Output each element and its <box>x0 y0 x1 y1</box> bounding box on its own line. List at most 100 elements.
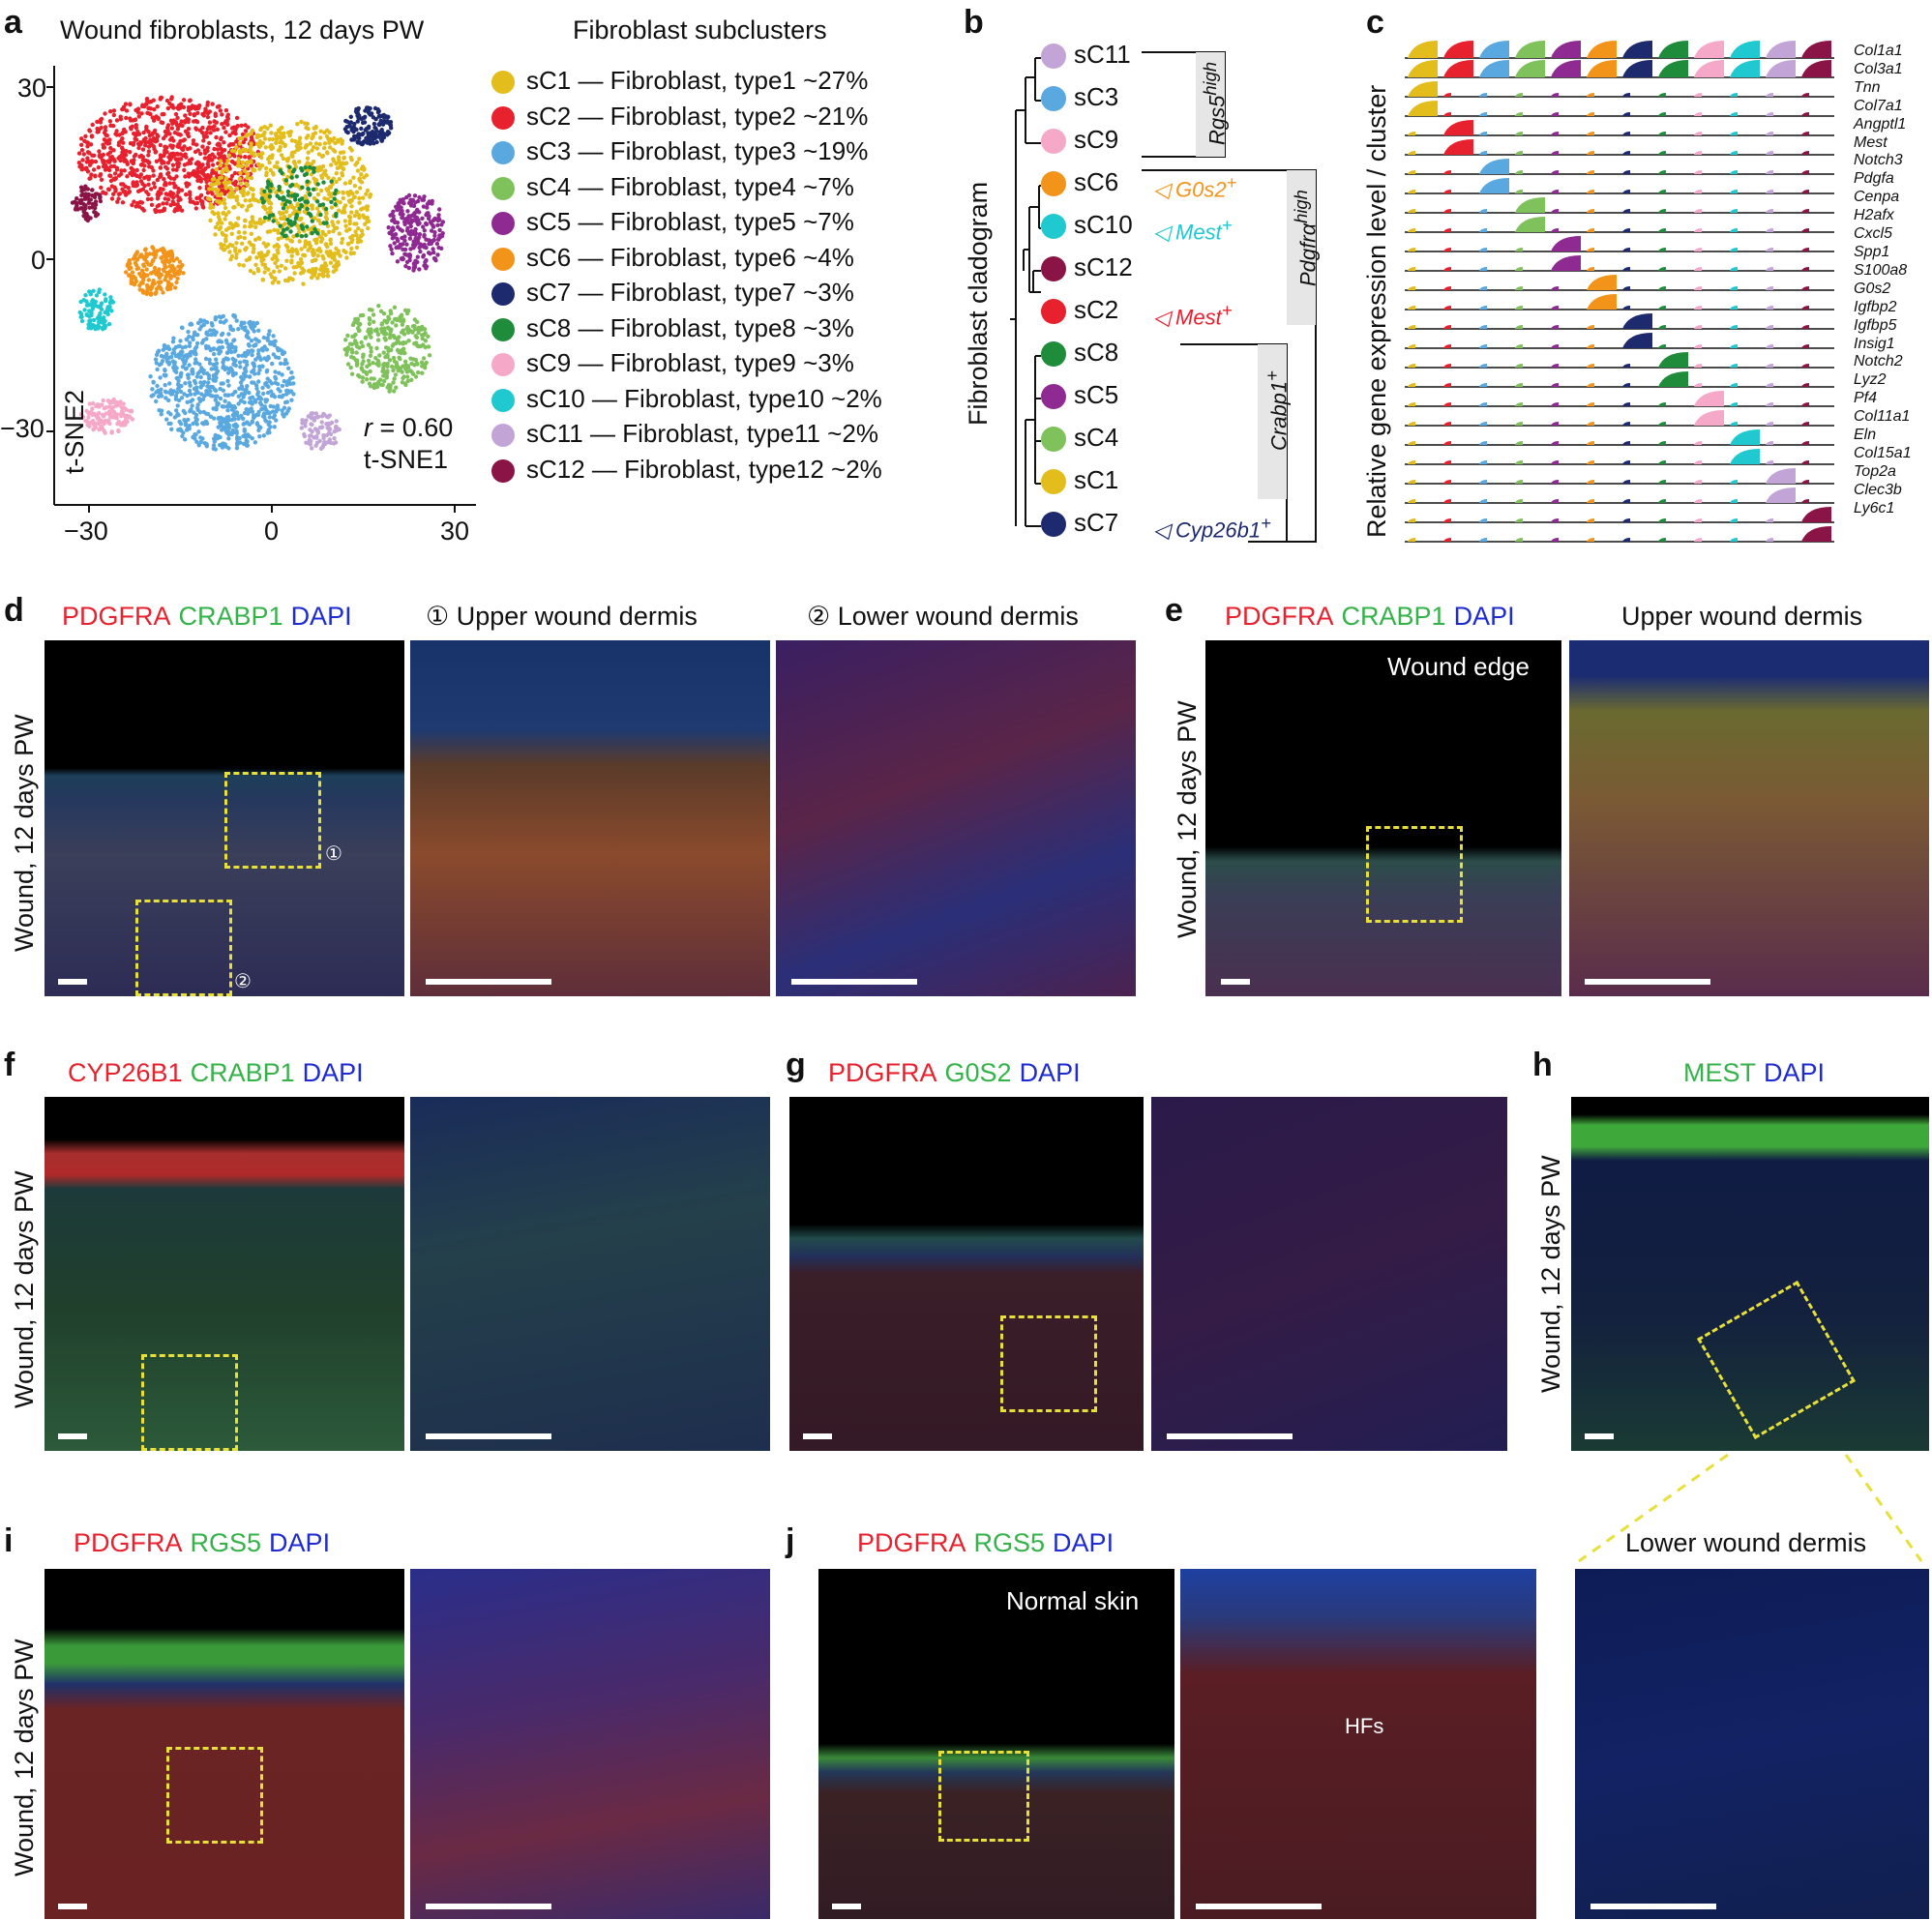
tsne-point-sc7 <box>343 118 348 124</box>
tsne-point-sc3 <box>208 414 214 419</box>
tsne-point-sc3 <box>254 320 260 326</box>
tsne-point-sc8 <box>311 166 315 171</box>
tsne-point-sc3 <box>215 369 221 373</box>
tsne-point-sc1 <box>225 159 230 163</box>
tsne-point-sc3 <box>180 433 185 439</box>
clado-leaf-sc3: sC3 <box>1041 81 1118 112</box>
gene-label: Cxcl5 <box>1854 225 1893 243</box>
tsne-point-sc1 <box>268 123 273 128</box>
expression-mark <box>1551 422 1559 426</box>
tsne-point-sc3 <box>208 347 213 353</box>
expression-mark <box>1443 499 1451 503</box>
tsne-point-sc12 <box>78 185 84 190</box>
tsne-point-sc4 <box>391 355 397 361</box>
tsne-point-sc4 <box>386 348 391 353</box>
expression-mark <box>1443 170 1451 174</box>
tsne-point-sc1 <box>207 196 213 202</box>
tsne-point-sc2 <box>170 195 176 200</box>
expression-mark <box>1479 151 1487 155</box>
tsne-point-sc9 <box>109 429 115 434</box>
leaf-dot <box>1041 427 1066 453</box>
tsne-point-sc2 <box>124 115 129 121</box>
tsne-point-sc1 <box>305 156 311 161</box>
expression-mark <box>1443 190 1451 193</box>
tsne-point-sc1 <box>260 278 265 282</box>
tsne-point-sc1 <box>226 194 231 199</box>
tsne-point-sc3 <box>172 360 177 365</box>
tsne-point-sc1 <box>236 157 241 162</box>
tsne-point-sc12 <box>92 194 98 200</box>
expression-mark <box>1551 480 1559 484</box>
tsne-point-sc1 <box>240 203 245 208</box>
tsne-point-sc1 <box>350 233 356 238</box>
legend-dot <box>491 424 515 448</box>
tsne-point-sc11 <box>319 414 325 419</box>
tsne-point-sc3 <box>179 383 184 389</box>
tsne-point-sc5 <box>416 220 422 225</box>
tsne-point-sc1 <box>347 180 352 186</box>
tsne-point-sc1 <box>237 136 242 141</box>
tsne-point-sc12 <box>82 192 88 198</box>
tsne-point-sc2 <box>149 187 154 192</box>
tsne-point-sc3 <box>289 398 294 402</box>
tsne-point-sc2 <box>76 151 82 156</box>
tsne-point-sc2 <box>199 170 204 175</box>
panel-a-title: Wound fibroblasts, 12 days PW <box>60 15 425 44</box>
expression-mark <box>1515 402 1523 406</box>
tsne-point-sc7 <box>361 131 366 136</box>
expression-mark <box>1622 267 1630 271</box>
tsne-point-sc2 <box>182 162 188 167</box>
tsne-point-sc1 <box>326 136 331 141</box>
tsne-point-sc1 <box>284 258 289 263</box>
expression-mark <box>1515 41 1545 58</box>
expression-mark <box>1694 93 1702 97</box>
leaf-label: sC3 <box>1074 82 1119 111</box>
tsne-point-sc2 <box>140 103 145 109</box>
tsne-point-sc6 <box>133 255 137 260</box>
tsne-point-sc2 <box>149 202 155 207</box>
tsne-point-sc3 <box>188 409 193 414</box>
tsne-point-sc7 <box>346 124 351 129</box>
tsne-point-sc2 <box>192 104 196 110</box>
tsne-point-sc2 <box>243 129 249 133</box>
expression-mark <box>1515 286 1523 290</box>
expression-mark <box>1587 383 1594 387</box>
tsne-point-sc1 <box>315 192 321 197</box>
tsne-point-sc8 <box>294 233 300 238</box>
tsne-point-sc1 <box>358 234 364 239</box>
tsne-point-sc3 <box>247 434 253 439</box>
tsne-point-sc3 <box>177 419 182 425</box>
tsne-point-sc1 <box>211 182 216 187</box>
tsne-point-sc2 <box>132 131 136 136</box>
tsne-point-sc4 <box>383 338 388 342</box>
expression-mark <box>1658 151 1666 155</box>
tsne-point-sc2 <box>212 124 217 129</box>
expression-mark <box>1443 538 1451 542</box>
tsne-point-sc7 <box>345 130 350 135</box>
tsne-point-sc1 <box>342 181 348 186</box>
tsne-point-sc3 <box>158 375 163 380</box>
expression-mark <box>1766 306 1773 310</box>
tsne-point-sc3 <box>193 346 197 351</box>
tsne-point-sc1 <box>355 168 361 173</box>
tsne-point-sc5 <box>408 223 413 229</box>
legend-item-sc12: sC12 — Fibroblast, type12 ~2% <box>491 453 882 486</box>
tsne-point-sc3 <box>221 313 225 319</box>
tsne-point-sc3 <box>188 399 193 404</box>
panel-d-stain: PDGFRA CRABP1 DAPI <box>62 602 352 631</box>
tsne-point-sc3 <box>239 399 244 403</box>
tsne-point-sc4 <box>379 321 384 326</box>
expression-mark <box>1479 325 1487 329</box>
tsne-point-sc8 <box>333 202 338 207</box>
expression-mark <box>1551 325 1559 329</box>
tsne-point-sc3 <box>226 348 232 353</box>
tsne-point-sc1 <box>359 207 364 212</box>
tsne-point-sc2 <box>102 130 107 135</box>
tsne-point-sc8 <box>299 202 304 208</box>
scale-bar <box>1196 1904 1322 1909</box>
expression-mark <box>1801 460 1809 464</box>
tsne-point-sc1 <box>295 251 300 256</box>
tsne-point-sc4 <box>421 356 427 361</box>
tsne-point-sc1 <box>319 235 324 241</box>
tsne-point-sc7 <box>380 121 385 126</box>
